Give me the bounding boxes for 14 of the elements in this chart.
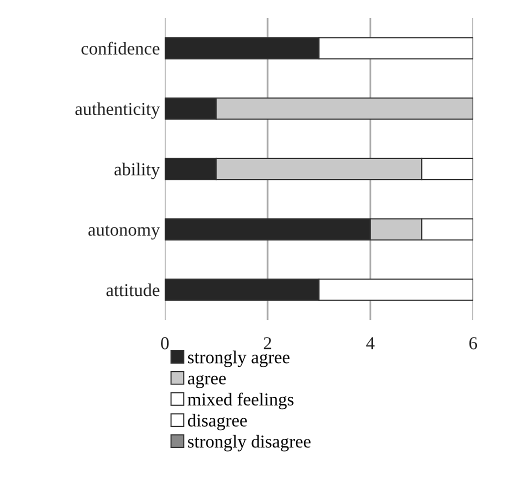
x-tick-label: 2 [264,337,272,350]
y-tick-label: attitude [106,284,160,296]
x-tick-label: 0 [161,337,169,350]
legend-label: agree [188,374,226,388]
y-tick-label: authenticity [75,102,160,119]
legend-label: disagree [188,414,247,430]
x-tick-label: 6 [469,337,478,350]
y-tick-label: autonomy [88,225,160,240]
y-tick-label: confidence [81,42,160,55]
legend-label: strongly disagree [188,434,311,452]
x-tick-label: 4 [366,337,375,350]
legend-label: strongly agree [188,350,290,368]
legend-label: mixed feelings [188,392,294,410]
y-tick-label: ability [114,162,160,180]
